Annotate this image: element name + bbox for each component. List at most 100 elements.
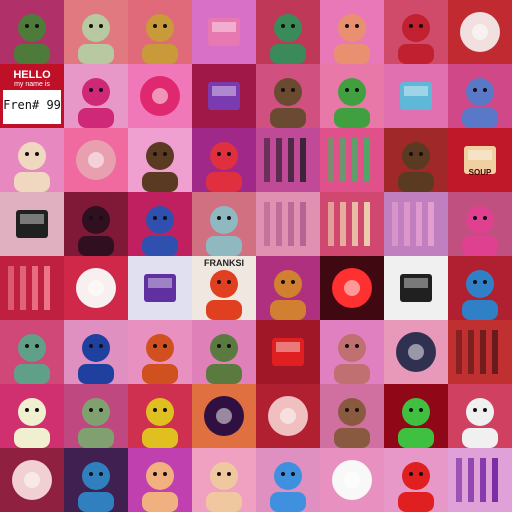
- baby-sticker-icon: [206, 462, 242, 512]
- flamingos-icon: [8, 266, 50, 310]
- nft-tile-cyber-woman[interactable]: [64, 448, 128, 512]
- nft-tile-anime-girl[interactable]: [320, 0, 384, 64]
- nft-tile-soldier-bandage[interactable]: [192, 320, 256, 384]
- nft-tile-bearded-man[interactable]: [256, 64, 320, 128]
- nft-tile-pixel-punk-crown[interactable]: [128, 0, 192, 64]
- nft-tile-blue-demon[interactable]: [448, 256, 512, 320]
- nft-tile-alien-astronaut[interactable]: [0, 0, 64, 64]
- red-target-icon: [268, 396, 308, 436]
- green-cap-monster-icon: [334, 78, 370, 128]
- nft-tile-astronaut-sketch[interactable]: [64, 0, 128, 64]
- nft-tile-cat-jacket[interactable]: [320, 320, 384, 384]
- nft-tile-pink-elephant-art[interactable]: [384, 192, 448, 256]
- sneaker-icon: [16, 210, 48, 238]
- bow-girl-icon: [78, 334, 114, 384]
- nft-tile-sunglasses-man[interactable]: [0, 128, 64, 192]
- spider-web-crab-icon: [206, 142, 242, 192]
- nft-tile-baby-sticker[interactable]: [192, 448, 256, 512]
- dark-abstract-icon: [456, 330, 498, 374]
- nft-tile-pixel-frog-glasses[interactable]: [256, 0, 320, 64]
- nft-tile-lion-head[interactable]: [384, 128, 448, 192]
- nft-tile-soup-can[interactable]: SOUP: [448, 128, 512, 192]
- nft-tile-crack-lines[interactable]: [384, 320, 448, 384]
- pixel-frog-glasses-icon: [270, 14, 306, 64]
- nft-tile-luchador-mask[interactable]: [128, 384, 192, 448]
- nft-tile-pink-city[interactable]: [256, 192, 320, 256]
- nft-tile-blue-monster[interactable]: [128, 192, 192, 256]
- tank-robot-icon: [14, 334, 50, 384]
- nft-tile-mech-poster[interactable]: [128, 256, 192, 320]
- nft-tile-spider-web-crab[interactable]: [192, 128, 256, 192]
- nft-tile-bow-girl[interactable]: [64, 320, 128, 384]
- nft-tile-pinup-girl[interactable]: [128, 448, 192, 512]
- nft-tile-tv-head[interactable]: [192, 64, 256, 128]
- nft-tile-white-egg[interactable]: [320, 448, 384, 512]
- nft-tile-hello-name-tag[interactable]: HELLO my name is Fren# 99: [0, 64, 64, 128]
- pink-flower-icon: [140, 76, 180, 116]
- nft-tile-mushroom-glasses[interactable]: [256, 256, 320, 320]
- nft-tile-helmet-rider[interactable]: [448, 192, 512, 256]
- mushroom-glasses-icon: [270, 270, 306, 320]
- nft-tile-smoke-cloud[interactable]: [448, 0, 512, 64]
- nft-tile-pink-bear[interactable]: [64, 64, 128, 128]
- purple-splash-icon: [456, 458, 498, 502]
- neon-phone-icon: [332, 268, 372, 308]
- nft-tile-slot-machine[interactable]: [256, 320, 320, 384]
- soup-can-label: SOUP: [468, 168, 492, 177]
- pink-city-icon: [264, 202, 306, 246]
- nft-tile-pink-box[interactable]: [192, 0, 256, 64]
- pink-bear-icon: [78, 78, 114, 128]
- nft-tile-eye-vortex[interactable]: [192, 384, 256, 448]
- nft-tile-green-bird[interactable]: [384, 384, 448, 448]
- nft-tile-qr-document[interactable]: [384, 256, 448, 320]
- qr-document-icon: [400, 274, 432, 302]
- skull-robot-icon: [76, 140, 116, 180]
- nft-tile-red-target[interactable]: [256, 384, 320, 448]
- nft-tile-green-cap-monster[interactable]: [320, 64, 384, 128]
- nft-tile-girl-silhouette[interactable]: [256, 128, 320, 192]
- hello-tag-subtitle: my name is: [14, 81, 50, 88]
- nft-tile-skull-robot[interactable]: [64, 128, 128, 192]
- nft-tile-dark-helmet[interactable]: [64, 192, 128, 256]
- nft-tile-blue-bunny[interactable]: [256, 448, 320, 512]
- tunnel-orb-icon: [12, 460, 52, 500]
- nft-tile-tank-robot[interactable]: [0, 320, 64, 384]
- nft-tile-dino-sword[interactable]: [384, 0, 448, 64]
- nft-tile-water-bottle[interactable]: [384, 64, 448, 128]
- nft-tile-red-clock[interactable]: [64, 256, 128, 320]
- nft-tile-red-character[interactable]: [384, 448, 448, 512]
- bearded-man-icon: [270, 78, 306, 128]
- nft-tile-ape-mask[interactable]: [192, 192, 256, 256]
- nft-tile-pink-flower[interactable]: [128, 64, 192, 128]
- nft-tile-geometric-shapes[interactable]: [320, 128, 384, 192]
- nft-tile-stork-hat[interactable]: [448, 384, 512, 448]
- nft-tile-top-hat-man[interactable]: [128, 128, 192, 192]
- franksi-title: FRANKSI: [204, 258, 244, 268]
- nft-tile-sneaker[interactable]: [0, 192, 64, 256]
- nft-tile-red-panda[interactable]: [128, 320, 192, 384]
- stork-hat-icon: [462, 398, 498, 448]
- nft-tile-neon-phone[interactable]: [320, 256, 384, 320]
- mech-poster-icon: [144, 274, 176, 302]
- red-panda-icon: [142, 334, 178, 384]
- nft-tile-dark-abstract[interactable]: [448, 320, 512, 384]
- nft-tile-bear-suit[interactable]: [320, 384, 384, 448]
- sunglasses-man-icon: [14, 142, 50, 192]
- tv-head-icon: [208, 82, 240, 110]
- nft-tile-franksi-octopus[interactable]: FRANKSI: [192, 256, 256, 320]
- pink-elephant-art-icon: [392, 202, 434, 246]
- nft-tile-purple-splash[interactable]: [448, 448, 512, 512]
- nft-tile-abstract-form[interactable]: [320, 192, 384, 256]
- pixel-punk-crown-icon: [142, 14, 178, 64]
- red-character-icon: [398, 462, 434, 512]
- nft-tile-zombie-man[interactable]: [64, 384, 128, 448]
- pink-box-icon: [208, 18, 240, 46]
- anime-girl-icon: [334, 14, 370, 64]
- nft-tile-blue-dog[interactable]: [448, 64, 512, 128]
- nft-tile-tunnel-orb[interactable]: [0, 448, 64, 512]
- slot-machine-icon: [272, 338, 304, 366]
- nft-tile-flamingos[interactable]: [0, 256, 64, 320]
- alien-astronaut-icon: [14, 14, 50, 64]
- lion-head-icon: [398, 142, 434, 192]
- nft-tile-flame-skull[interactable]: [0, 384, 64, 448]
